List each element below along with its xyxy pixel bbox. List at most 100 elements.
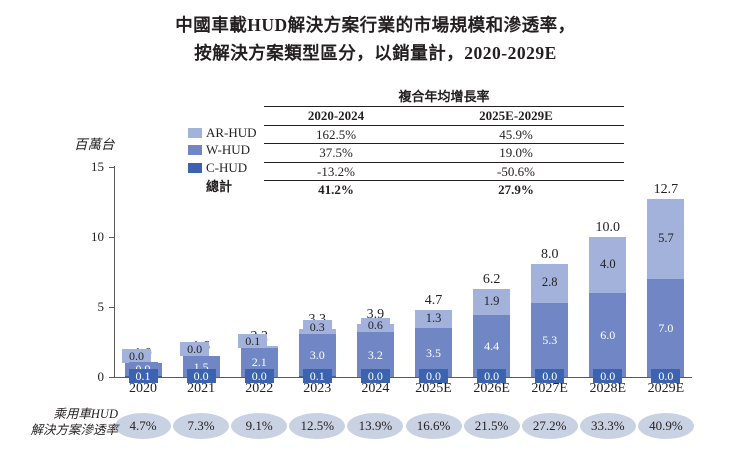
cagr-value: 45.9% xyxy=(499,126,533,142)
y-axis-tick-label: 5 xyxy=(97,299,105,314)
bar-segment-ar-hud xyxy=(589,237,627,293)
x-axis-category-label: 2021 xyxy=(187,381,216,396)
bar-segment-ar-hud xyxy=(531,263,569,303)
ar-hud-value-label: 0.1 xyxy=(238,333,268,348)
penetration-oval: 21.5% xyxy=(463,413,520,439)
y-axis-unit-label: 百萬台 xyxy=(74,137,115,152)
cagr-row-總計: 41.2% 27.9% xyxy=(264,181,624,199)
ar-hud-value-label: 4.0 xyxy=(599,257,616,271)
y-axis-line xyxy=(114,166,115,378)
c-hud-value-label: 0.0 xyxy=(477,369,507,383)
y-axis-tick-label: 15 xyxy=(91,159,104,174)
w-hud-value-label: 5.3 xyxy=(535,332,565,347)
ar-hud-value-label: 0.3 xyxy=(302,319,332,334)
cagr-table-title: 複合年均增長率 xyxy=(264,88,624,107)
cagr-value: -13.2% xyxy=(317,163,355,179)
x-axis-category-label: 2020 xyxy=(129,381,157,396)
x-axis-category-label: 2024 xyxy=(361,381,390,396)
figure-title-line2: 按解決方案類型區分，以銷量計，2020-2029E xyxy=(194,43,557,63)
penetration-oval: 4.7% xyxy=(115,413,171,439)
bar-total-label: 12.7 xyxy=(653,182,679,198)
c-hud-value-label: 0.0 xyxy=(186,369,216,383)
cagr-row-ar-hud: 162.5% 45.9% xyxy=(264,126,624,144)
bar-total-label: 4.7 xyxy=(424,292,443,308)
penetration-oval: 16.6% xyxy=(405,413,462,439)
c-hud-swatch-icon xyxy=(188,162,202,173)
x-axis-category-label: 2022 xyxy=(245,381,274,396)
penetration-oval: 7.3% xyxy=(173,413,230,439)
cagr-value: 37.5% xyxy=(319,145,353,160)
c-hud-value-label: 0.1 xyxy=(302,369,332,383)
cagr-row-w-hud: 37.5% 19.0% xyxy=(264,144,624,163)
bar-segment-ar-hud xyxy=(415,309,452,328)
legend-item-label: AR-HUD xyxy=(206,124,257,140)
y-axis-tick xyxy=(109,307,114,308)
w-hud-swatch-icon xyxy=(188,145,202,156)
cagr-value: -50.6% xyxy=(497,163,535,179)
w-hud-value-label: 3.2 xyxy=(360,347,390,362)
cagr-col-header-1: 2020-2024 xyxy=(307,108,365,123)
w-hud-value-label: 3.5 xyxy=(419,345,448,360)
w-hud-value-label: 7.0 xyxy=(651,321,681,335)
penetration-row-label-line2: 解決方案滲透率 xyxy=(30,423,118,437)
ar-hud-value-label: 0.0 xyxy=(122,349,151,363)
legend-item-label: 總計 xyxy=(206,178,233,194)
w-hud-value-label: 3.0 xyxy=(302,347,332,362)
figure-title-line1: 中國車載HUD解決方案行業的市場規模和滲透率， xyxy=(175,15,576,35)
penetration-row-label: 乘用車HUD 解決方案滲透率 xyxy=(14,406,118,438)
y-axis-tick xyxy=(109,237,114,238)
bar-total-label: 10.0 xyxy=(595,220,621,235)
ar-hud-value-label: 0.6 xyxy=(360,318,390,333)
cagr-value: 162.5% xyxy=(315,126,357,142)
figure-title: 中國車載HUD解決方案行業的市場規模和滲透率， 按解決方案類型區分，以銷量計，2… xyxy=(0,11,751,67)
penetration-oval: 27.2% xyxy=(521,413,578,439)
cagr-value: 27.9% xyxy=(498,182,534,197)
bar-total-label: 3.9 xyxy=(366,306,385,322)
x-axis-category-label: 2029E xyxy=(647,381,685,396)
bar-total-label: 6.2 xyxy=(482,271,501,287)
cagr-value: 19.0% xyxy=(499,145,533,160)
y-axis-tick-label: 10 xyxy=(91,229,104,244)
x-axis-line xyxy=(114,377,692,378)
y-axis-tick xyxy=(109,377,114,378)
bar-segment-ar-hud xyxy=(473,288,511,316)
cagr-col-header-2: 2025E-2029E xyxy=(479,108,553,123)
ar-hud-swatch-icon xyxy=(188,127,202,138)
legend-item-label: C-HUD xyxy=(206,159,248,175)
ar-hud-value-label: 2.8 xyxy=(541,275,558,290)
penetration-oval: 40.9% xyxy=(637,413,694,439)
penetration-oval: 13.9% xyxy=(347,413,404,439)
legend-item--: 總計 xyxy=(188,177,264,195)
c-hud-value-label: 0.0 xyxy=(651,369,681,383)
y-axis-tick xyxy=(109,167,114,168)
cagr-table: 複合年均增長率 2020-2024 2025E-2029E 162.5% 45.9% 3… xyxy=(264,88,624,199)
legend-item-label: W-HUD xyxy=(206,142,251,158)
ar-hud-value-label: 1.9 xyxy=(483,294,500,309)
legend: AR-HUD W-HUD C-HUD 總計 xyxy=(188,124,264,194)
cagr-row-c-hud: -13.2% -50.6% xyxy=(264,163,624,181)
c-hud-value-label: 0.1 xyxy=(128,369,158,383)
w-hud-value-label: 2.1 xyxy=(244,355,274,370)
penetration-oval: 12.5% xyxy=(289,413,346,439)
penetration-oval: 9.1% xyxy=(231,413,288,439)
legend-item-c-hud: C-HUD xyxy=(188,159,264,177)
x-axis-category-label: 2027E xyxy=(531,381,568,396)
cagr-header-row: 2020-2024 2025E-2029E xyxy=(264,107,624,126)
c-hud-value-label: 0.0 xyxy=(593,369,623,383)
penetration-oval: 33.3% xyxy=(579,413,636,439)
ar-hud-value-label: 5.7 xyxy=(658,231,674,246)
y-axis-tick-label: 0 xyxy=(97,369,105,384)
x-axis-category-label: 2026E xyxy=(473,381,510,396)
cagr-value: 41.2% xyxy=(318,182,354,197)
c-hud-value-label: 0.0 xyxy=(535,369,565,383)
bar-total-label: 8.0 xyxy=(540,246,559,262)
x-axis-category-label: 2023 xyxy=(303,381,332,396)
c-hud-value-label: 0.0 xyxy=(360,369,390,383)
penetration-row-label-line1: 乘用車HUD xyxy=(53,407,118,421)
c-hud-value-label: 0.0 xyxy=(419,369,448,383)
x-axis-category-label: 2025E xyxy=(415,381,452,396)
bar-segment-ar-hud xyxy=(647,199,685,279)
legend-item-w-hud: W-HUD xyxy=(188,142,264,160)
c-hud-value-label: 0.0 xyxy=(244,369,274,383)
